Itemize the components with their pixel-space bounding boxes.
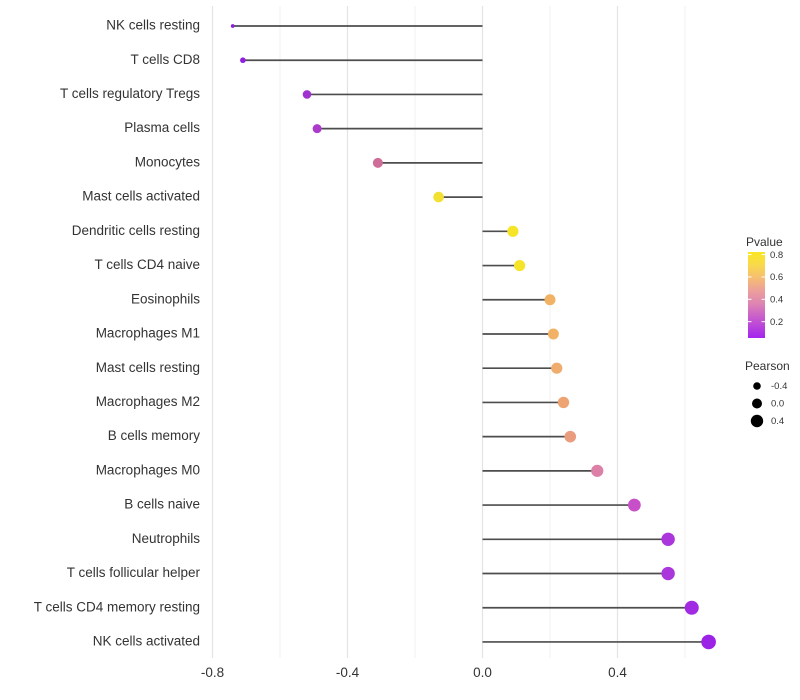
y-axis-label: NK cells activated xyxy=(93,634,200,649)
lollipop-dot[interactable] xyxy=(551,362,563,374)
y-axis-label: Mast cells activated xyxy=(82,189,200,204)
pearson-legend-dot xyxy=(753,382,761,390)
lollipop-dot[interactable] xyxy=(372,157,383,168)
lollipop-row: NK cells activated xyxy=(93,634,716,650)
lollipop-dot[interactable] xyxy=(591,464,604,477)
lollipop-dot[interactable] xyxy=(661,532,675,546)
pearson-legend-dot xyxy=(750,414,764,428)
lollipop-dot[interactable] xyxy=(701,634,716,650)
y-axis-label: Neutrophils xyxy=(132,531,201,546)
y-axis-label: Dendritic cells resting xyxy=(72,223,200,238)
y-axis-label: Monocytes xyxy=(135,154,201,169)
lollipop-row: T cells regulatory Tregs xyxy=(60,86,483,101)
lollipop-row: Mast cells resting xyxy=(96,360,563,375)
lollipop-row: Neutrophils xyxy=(132,531,675,546)
y-axis-label: Plasma cells xyxy=(124,120,200,135)
colorbar-tick-label: 0.4 xyxy=(770,295,783,306)
lollipop-row: Monocytes xyxy=(135,154,483,169)
y-axis-label: Eosinophils xyxy=(131,291,200,306)
lollipop-row: T cells CD4 memory resting xyxy=(34,599,699,615)
pearson-legend-label: -0.4 xyxy=(771,381,787,392)
lollipop-row: Eosinophils xyxy=(131,291,556,306)
colorbar-tick-label: 0.8 xyxy=(770,250,783,261)
lollipop-row: Macrophages M0 xyxy=(96,462,604,477)
pearson-legend-label: 0.4 xyxy=(771,416,784,427)
lollipop-row: T cells CD4 naive xyxy=(94,257,526,272)
y-axis-label: Mast cells resting xyxy=(96,360,200,375)
lollipop-dot[interactable] xyxy=(557,396,570,409)
pearson-legend: Pearson -0.4 0.0 0.4 xyxy=(745,359,790,427)
y-axis-label: T cells CD4 memory resting xyxy=(34,599,200,614)
y-axis-label: T cells CD8 xyxy=(130,52,200,67)
pearson-legend-label: 0.0 xyxy=(771,399,784,410)
lollipop-dot[interactable] xyxy=(547,328,559,340)
y-axis-label: B cells memory xyxy=(108,428,201,443)
lollipop-row: Macrophages M1 xyxy=(96,326,559,341)
lollipop-row: Mast cells activated xyxy=(82,189,483,204)
lollipop-dot[interactable] xyxy=(240,57,246,64)
y-axis-label: T cells follicular helper xyxy=(67,565,201,580)
lollipop-dot[interactable] xyxy=(627,498,641,512)
x-axis-tick-label: 0.4 xyxy=(608,665,627,680)
lollipop-dot[interactable] xyxy=(684,600,699,615)
y-axis-label: Macrophages M0 xyxy=(96,462,200,477)
lollipop-dot[interactable] xyxy=(514,259,526,272)
lollipop-row: Dendritic cells resting xyxy=(72,223,519,238)
pearson-legend-title: Pearson xyxy=(745,359,790,373)
lollipop-row: Plasma cells xyxy=(124,120,483,135)
lollipop-row: B cells naive xyxy=(124,497,641,512)
lollipop-dot[interactable] xyxy=(564,430,577,443)
lollipop-dot[interactable] xyxy=(433,191,444,203)
gridlines-group xyxy=(211,6,686,658)
pvalue-colorbar xyxy=(748,252,765,338)
lollipop-dot[interactable] xyxy=(544,294,556,306)
y-axis-label: Macrophages M2 xyxy=(96,394,200,409)
lollipop-row: T cells follicular helper xyxy=(67,565,675,581)
colorbar-tick-label: 0.2 xyxy=(770,317,783,328)
x-axis-tick-label: -0.8 xyxy=(201,665,224,680)
y-axis-label: NK cells resting xyxy=(106,18,200,33)
x-axis-tick-label: -0.4 xyxy=(336,665,360,680)
pearson-legend-dot xyxy=(752,398,762,409)
lollipop-row: NK cells resting xyxy=(106,18,483,33)
lollipop-row: T cells CD8 xyxy=(130,52,483,67)
lollipop-dot[interactable] xyxy=(661,566,675,581)
lollipop-dot[interactable] xyxy=(312,124,322,134)
y-axis-label: T cells CD4 naive xyxy=(94,257,200,272)
lollipop-dot[interactable] xyxy=(230,24,235,28)
lollipop-row: Macrophages M2 xyxy=(96,394,570,409)
y-axis-label: Macrophages M1 xyxy=(96,326,200,341)
y-axis-label: B cells naive xyxy=(124,497,200,512)
lollipop-dot[interactable] xyxy=(302,90,312,99)
pvalue-legend-title: Pvalue xyxy=(746,235,783,249)
lollipop-row: B cells memory xyxy=(108,428,577,443)
x-axis-tick-label: 0.0 xyxy=(473,665,492,680)
y-axis-label: T cells regulatory Tregs xyxy=(60,86,200,101)
colorbar-tick-label: 0.6 xyxy=(770,272,783,283)
lollipop-dot[interactable] xyxy=(507,225,519,237)
